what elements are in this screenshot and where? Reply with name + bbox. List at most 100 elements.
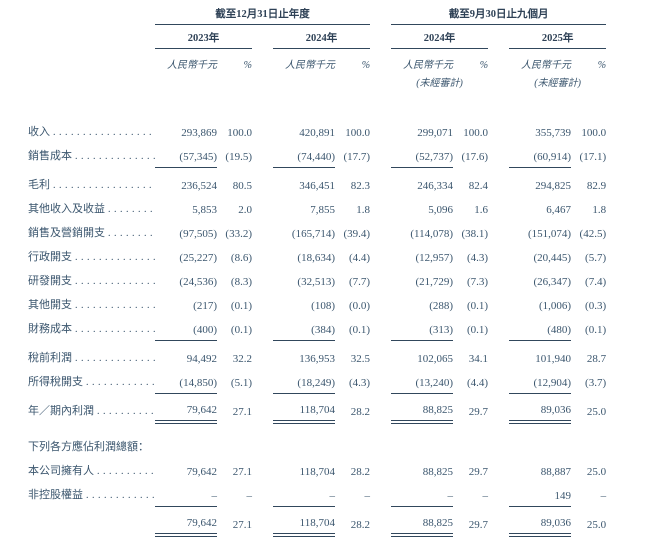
percent-cell: 28.2	[350, 466, 371, 478]
percent-cell: 100.0	[227, 127, 252, 139]
year-header-2024-9m: 2024年	[391, 24, 489, 49]
column-gap	[370, 369, 391, 393]
amount-cell: –	[391, 482, 454, 507]
row-label-text: 收入	[28, 126, 50, 138]
row-label: 其他開支	[28, 292, 155, 316]
row-label-text: 年／期內利潤	[28, 405, 94, 417]
table-row: 年／期內利潤 79,642 27.1 118,704 28.2 88,825 29.7 89,…	[28, 398, 607, 424]
amount-cell: (18,634)	[297, 252, 335, 264]
percent-cell: (42.5)	[579, 228, 607, 240]
dotted-leader	[108, 203, 155, 215]
dotted-leader	[97, 465, 155, 477]
column-gap	[370, 244, 391, 268]
percent-cell: (0.1)	[230, 324, 252, 336]
column-gap	[488, 220, 509, 244]
percent-cell: 80.5	[232, 180, 252, 192]
amount-cell: 88,825	[391, 511, 454, 537]
percent-cell: 32.5	[350, 353, 371, 365]
column-gap	[252, 369, 273, 393]
percent-cell: (5.7)	[585, 252, 607, 264]
row-label-text: 銷售成本	[28, 150, 72, 162]
amount-cell: (60,914)	[509, 143, 572, 168]
row-label: 收入	[28, 89, 155, 143]
column-gap	[488, 292, 509, 316]
amount-cell: 79,642	[155, 398, 217, 424]
table-row: 銷售及營銷開支 (97,505) (33.2) (165,714) (39.4) (114…	[28, 220, 606, 244]
percent-cell: (7.4)	[585, 276, 607, 288]
amount-cell: 101,940	[535, 353, 572, 365]
column-gap	[370, 482, 391, 506]
row-label: 銷售及營銷開支	[28, 220, 155, 244]
percent-cell: (0.0)	[348, 300, 371, 312]
row-label: 研發開支	[28, 268, 155, 292]
amount-cell: (26,347)	[533, 276, 572, 288]
table-header: 截至12月31日止年度 截至9月30日止九個月 2023年 2024年 2024…	[28, 6, 607, 89]
column-gap	[370, 143, 391, 167]
column-gap	[252, 398, 273, 422]
column-gap	[488, 196, 509, 220]
percent-cell: –	[600, 490, 607, 502]
percent-cell: 82.4	[468, 180, 489, 192]
dotted-leader	[75, 299, 155, 311]
period-group-ninemonth-title: 截至9月30日止九個月	[391, 6, 607, 25]
row-label: 稅前利潤	[28, 345, 155, 369]
row-label-text: 所得稅開支	[28, 376, 83, 388]
percent-cell: (5.1)	[230, 377, 252, 389]
row-label: 本公司擁有人	[28, 458, 155, 482]
percent-cell: (17.7)	[343, 151, 371, 163]
column-gap	[370, 196, 391, 220]
unaudited-note: (未經審計)	[534, 78, 581, 89]
percent-cell: (4.3)	[348, 377, 371, 389]
column-gap	[252, 172, 273, 196]
column-gap	[252, 220, 273, 244]
amount-cell: 102,065	[417, 353, 454, 365]
table-row: 毛利 236,524 80.5 346,451 82.3 246,334 82.4 294,8…	[28, 172, 606, 196]
column-gap	[370, 292, 391, 316]
column-gap	[488, 458, 509, 482]
row-label-text: 研發開支	[28, 275, 72, 287]
amount-cell: (108)	[311, 300, 335, 312]
amount-cell: (97,505)	[179, 228, 217, 240]
amount-cell: 89,036	[509, 398, 572, 424]
percent-header: %	[479, 60, 489, 71]
column-gap	[488, 398, 509, 422]
table-row: 財務成本 (400) (0.1) (384) (0.1) (313) (0.1) (480) (…	[28, 316, 606, 341]
column-gap	[488, 268, 509, 292]
row-label-text: 本公司擁有人	[28, 465, 94, 477]
amount-cell: 149	[509, 482, 572, 507]
row-label-text: 其他開支	[28, 299, 72, 311]
row-label: 其他收入及收益	[28, 196, 155, 220]
dotted-leader	[53, 179, 155, 191]
amount-cell: 420,891	[299, 127, 335, 139]
column-gap	[252, 196, 273, 220]
percent-cell: 27.1	[232, 466, 252, 478]
column-gap	[252, 244, 273, 268]
table-row: 銷售成本 (57,345) (19.5) (74,440) (17.7) (52,737)…	[28, 143, 606, 168]
year-header-2024: 2024年	[273, 24, 371, 49]
percent-cell: (4.4)	[466, 377, 489, 389]
amount-cell: 5,853	[192, 204, 217, 216]
amount-cell: 293,869	[181, 127, 217, 139]
column-gap	[370, 345, 391, 369]
percent-cell: (4.3)	[466, 252, 489, 264]
percent-cell: 25.0	[586, 406, 607, 418]
percent-cell: 34.1	[468, 353, 489, 365]
percent-cell: (0.1)	[230, 300, 252, 312]
amount-cell: (13,240)	[391, 369, 454, 394]
table-body: 收入 293,869 100.0 420,891 100.0 299,071 100.0 35…	[28, 89, 607, 537]
percent-cell: (0.1)	[466, 300, 489, 312]
amount-cell: (57,345)	[155, 143, 217, 168]
year-header-2025-9m: 2025年	[509, 24, 607, 49]
row-label: 銷售成本	[28, 143, 155, 167]
percent-cell: 1.8	[592, 204, 607, 216]
percent-cell: 28.2	[350, 519, 371, 531]
percent-cell: 100.0	[345, 127, 371, 139]
amount-cell: (288)	[429, 300, 454, 312]
amount-cell: (12,904)	[509, 369, 572, 394]
amount-cell: (313)	[391, 316, 454, 341]
percent-header: %	[597, 60, 607, 71]
percent-cell: (17.6)	[461, 151, 489, 163]
percent-cell: 29.7	[468, 406, 489, 418]
row-label-text: 非控股權益	[28, 489, 83, 501]
